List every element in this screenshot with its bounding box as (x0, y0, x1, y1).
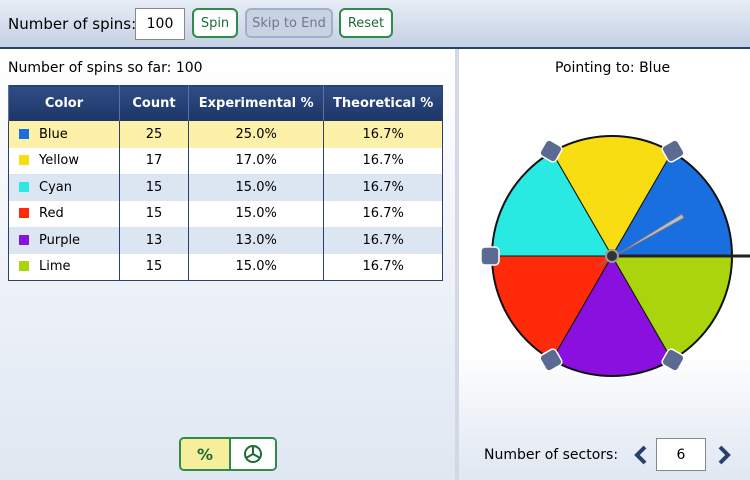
cell-text: Cyan (39, 179, 72, 195)
table-cell: Yellow (8, 147, 120, 174)
cell-text: 16.7% (362, 259, 404, 275)
cell-text: 25 (145, 126, 163, 142)
cell-text: 17 (145, 153, 163, 169)
table-cell: 15 (119, 253, 189, 281)
cell-text: 16.7% (362, 232, 404, 248)
table-cell: 13.0% (187, 227, 324, 254)
table-cell: 15.0% (187, 174, 324, 201)
header: Count (119, 85, 189, 121)
table-cell: 13 (119, 227, 189, 254)
table-cell: Purple (8, 227, 120, 254)
table-cell: 17.0% (187, 147, 324, 174)
table-cell: 16.7% (323, 174, 443, 201)
color-swatch (19, 234, 29, 245)
skip-button[interactable]: Skip to End (245, 8, 333, 38)
table-cell: 15.0% (187, 200, 324, 227)
color-swatch (19, 128, 29, 139)
sectors-label: Number of sectors: (484, 447, 619, 463)
color-swatch (19, 261, 29, 272)
cell-text: Purple (39, 232, 81, 248)
cell-text: 13 (145, 232, 163, 248)
cell-text: Red (39, 206, 64, 222)
next-arrow[interactable] (718, 445, 731, 465)
table-row: Red 15 15.0% 16.7% (8, 200, 443, 227)
table-cell: 16.7% (323, 253, 443, 281)
table-row: Lime 15 15.0% 16.7% (8, 253, 443, 281)
pie-view[interactable] (231, 439, 275, 469)
color-swatch (19, 181, 29, 192)
cell-text: 16.7% (362, 179, 404, 195)
header: Color (8, 85, 120, 121)
color-swatch (19, 208, 29, 219)
cell-text: Yellow (39, 153, 80, 169)
header: Experimental % (187, 85, 324, 121)
table-cell: 15 (119, 174, 189, 201)
handle[interactable] (661, 348, 686, 373)
needle (597, 213, 685, 267)
cell-text: 13.0% (235, 232, 277, 248)
percent-view[interactable]: % (181, 439, 231, 469)
cell-text: Lime (39, 259, 71, 275)
table-cell: 16.7% (323, 147, 443, 174)
table-row: Blue 25 25.0% 16.7% (8, 121, 443, 148)
cell-text: 16.7% (362, 153, 404, 169)
table-cell: 16.7% (323, 227, 443, 254)
table-row: Purple 13 13.0% 16.7% (8, 227, 443, 254)
handle[interactable] (661, 139, 686, 164)
spins-label: Number of spins: (8, 15, 137, 33)
table-cell: 16.7% (323, 121, 443, 148)
color-swatch (19, 155, 29, 166)
spins-input[interactable]: 100 (135, 8, 185, 40)
spin-button[interactable]: Spin (192, 8, 238, 38)
sectors-input[interactable]: 6 (656, 438, 706, 471)
cell-text: 15 (145, 179, 163, 195)
cell-text: 16.7% (362, 206, 404, 222)
reset-button[interactable]: Reset (339, 8, 393, 38)
table-cell: 15.0% (187, 253, 324, 281)
cell-text: 15 (145, 206, 163, 222)
header: Theoretical % (323, 85, 443, 121)
table-cell: Cyan (8, 174, 120, 201)
table-cell: 25 (119, 121, 189, 148)
cell-text: 15.0% (235, 179, 277, 195)
results-table: Color Count Experimental % Theoretical % Bl… (8, 85, 443, 281)
handle[interactable] (539, 139, 564, 164)
cell-text: 25.0% (235, 126, 277, 142)
handle[interactable] (539, 348, 564, 373)
handle[interactable] (480, 246, 500, 266)
table-cell: 25.0% (187, 121, 324, 148)
pointing-to: Pointing to: Blue (555, 60, 671, 76)
prev-arrow[interactable] (634, 445, 647, 465)
table-cell: Red (8, 200, 120, 227)
cell-text: 15.0% (235, 206, 277, 222)
cell-text: 16.7% (362, 126, 404, 142)
view-toggle: % (179, 437, 277, 471)
pie-icon (244, 445, 262, 463)
divider (455, 49, 459, 480)
table-row: Cyan 15 15.0% 16.7% (8, 174, 443, 201)
table-cell: 16.7% (323, 200, 443, 227)
cell-text: 15.0% (235, 259, 277, 275)
cell-text: Blue (39, 126, 68, 142)
cell-text: 15 (145, 259, 163, 275)
table-cell: Lime (8, 253, 120, 281)
table-cell: 17 (119, 147, 189, 174)
spins-so-far: Number of spins so far: 100 (8, 60, 203, 76)
table-cell: Blue (8, 121, 120, 148)
table-row: Yellow 17 17.0% 16.7% (8, 147, 443, 174)
hub (605, 249, 619, 263)
cell-text: 17.0% (235, 153, 277, 169)
table-cell: 15 (119, 200, 189, 227)
